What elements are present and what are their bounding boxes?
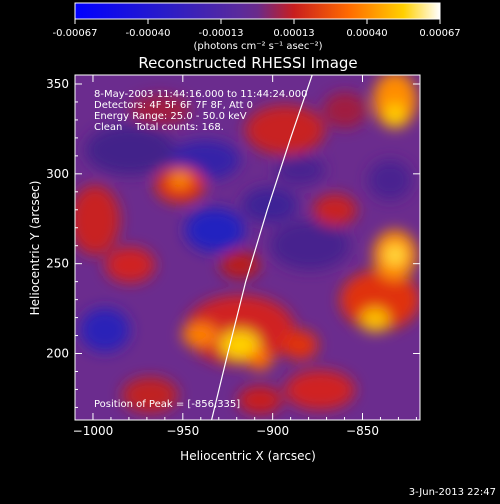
colorbar-ticks: -0.00067 -0.00040 -0.00013 0.00013 0.00040 0.… (53, 19, 461, 39)
colorbar-tick-label: 0.00040 (346, 28, 387, 39)
colorbar-gradient (74, 2, 441, 20)
x-tick-label: −950 (166, 424, 199, 438)
y-tick-label: 250 (46, 257, 69, 271)
solar-limb-curve (210, 75, 313, 420)
y-tick-label: 350 (46, 77, 69, 91)
colorbar-tick-label: -0.00067 (53, 28, 98, 39)
annotation-time: 8-May-2003 11:44:16.000 to 11:44:24.000 (94, 89, 307, 100)
colorbar-tick-label: 0.00067 (419, 28, 460, 39)
heatmap-image (75, 75, 420, 420)
colorbar: -0.00067 -0.00040 -0.00013 0.00013 0.00040 0.… (53, 2, 461, 52)
x-tick-label: −850 (346, 424, 379, 438)
colorbar-tick-label: 0.00013 (273, 28, 314, 39)
x-tick-label: −900 (256, 424, 289, 438)
plot-frame (74, 74, 421, 421)
y-axis-ticks: 200 250 300 350 (46, 77, 420, 408)
y-tick-label: 200 (46, 347, 69, 361)
annotation-detectors: Detectors: 4F 5F 6F 7F 8F, Att 0 (94, 100, 253, 111)
y-axis-label: Heliocentric Y (arcsec) (28, 181, 42, 316)
colorbar-tick-label: -0.00040 (126, 28, 171, 39)
x-axis-label: Heliocentric X (arcsec) (180, 449, 316, 463)
annotation-block: 8-May-2003 11:44:16.000 to 11:44:24.000 … (94, 89, 307, 133)
annotation-clean: Clean Total counts: 168. (94, 122, 224, 133)
x-axis-ticks: −1000 −950 −900 −850 (73, 75, 417, 438)
chart-title: Reconstructed RHESSI Image (138, 54, 357, 72)
annotation-energy: Energy Range: 25.0 - 50.0 keV (94, 111, 247, 122)
colorbar-tick-label: -0.00013 (199, 28, 244, 39)
y-tick-label: 300 (46, 167, 69, 181)
colorbar-unit-label: (photons cm⁻² s⁻¹ asec⁻²) (193, 41, 322, 52)
peak-position-label: Position of Peak = [-856,335] (94, 399, 240, 410)
x-tick-label: −1000 (73, 424, 114, 438)
footer-date: 3-Jun-2013 22:47 (409, 487, 496, 498)
